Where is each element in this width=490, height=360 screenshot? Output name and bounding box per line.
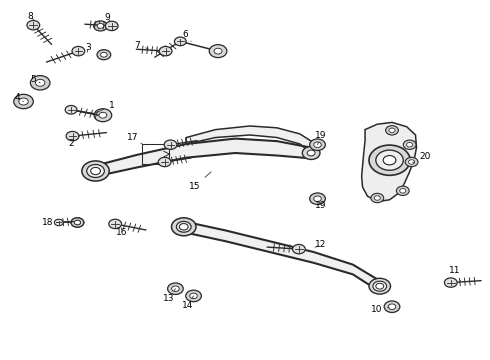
Circle shape bbox=[374, 196, 380, 200]
Text: 3: 3 bbox=[85, 43, 91, 52]
Text: 1: 1 bbox=[94, 100, 115, 114]
Circle shape bbox=[97, 23, 104, 28]
Circle shape bbox=[168, 283, 183, 294]
Polygon shape bbox=[362, 122, 416, 202]
Circle shape bbox=[66, 131, 79, 141]
Circle shape bbox=[209, 45, 227, 58]
Circle shape bbox=[307, 150, 315, 156]
Text: 2: 2 bbox=[68, 136, 79, 148]
Circle shape bbox=[14, 94, 33, 109]
Circle shape bbox=[403, 140, 416, 149]
Circle shape bbox=[310, 139, 325, 150]
Circle shape bbox=[314, 196, 321, 202]
Circle shape bbox=[35, 79, 45, 86]
Text: 17: 17 bbox=[126, 133, 143, 145]
Circle shape bbox=[386, 126, 398, 135]
Polygon shape bbox=[96, 139, 311, 176]
Circle shape bbox=[94, 109, 112, 122]
Text: 14: 14 bbox=[181, 296, 194, 310]
Text: 8: 8 bbox=[27, 12, 33, 21]
Circle shape bbox=[369, 145, 410, 175]
Circle shape bbox=[376, 150, 403, 170]
Text: 4: 4 bbox=[14, 94, 24, 102]
Circle shape bbox=[384, 301, 400, 312]
Circle shape bbox=[71, 218, 84, 227]
Text: 7: 7 bbox=[134, 40, 148, 49]
Text: 19: 19 bbox=[315, 130, 327, 145]
Circle shape bbox=[405, 157, 418, 167]
Circle shape bbox=[54, 219, 63, 226]
Polygon shape bbox=[186, 126, 311, 153]
Text: 18: 18 bbox=[42, 218, 58, 227]
Text: 15: 15 bbox=[189, 172, 211, 191]
Text: 12: 12 bbox=[315, 240, 327, 249]
Circle shape bbox=[82, 161, 109, 181]
Circle shape bbox=[373, 281, 387, 291]
Circle shape bbox=[100, 52, 107, 57]
Circle shape bbox=[105, 21, 118, 31]
Circle shape bbox=[371, 193, 384, 203]
Circle shape bbox=[71, 218, 84, 227]
Circle shape bbox=[30, 76, 50, 90]
Circle shape bbox=[65, 105, 77, 114]
Circle shape bbox=[389, 128, 395, 132]
Circle shape bbox=[179, 224, 188, 230]
Circle shape bbox=[91, 167, 100, 175]
Circle shape bbox=[109, 219, 122, 229]
Circle shape bbox=[176, 221, 191, 232]
Circle shape bbox=[74, 220, 80, 225]
Text: 19: 19 bbox=[315, 201, 327, 210]
Circle shape bbox=[97, 50, 111, 60]
Circle shape bbox=[19, 98, 28, 105]
Circle shape bbox=[164, 140, 177, 149]
Circle shape bbox=[172, 286, 179, 292]
Circle shape bbox=[444, 278, 457, 287]
Circle shape bbox=[99, 112, 107, 118]
Circle shape bbox=[94, 21, 107, 31]
Circle shape bbox=[376, 283, 384, 289]
Circle shape bbox=[27, 21, 40, 30]
Circle shape bbox=[302, 147, 320, 159]
Circle shape bbox=[400, 189, 406, 193]
Circle shape bbox=[310, 193, 325, 204]
Circle shape bbox=[388, 304, 396, 310]
Circle shape bbox=[314, 142, 321, 148]
Text: 10: 10 bbox=[370, 305, 389, 314]
Text: 16: 16 bbox=[116, 228, 127, 237]
Circle shape bbox=[396, 186, 409, 195]
Polygon shape bbox=[184, 221, 380, 292]
Text: 6: 6 bbox=[182, 30, 191, 41]
Circle shape bbox=[174, 37, 186, 46]
Circle shape bbox=[409, 160, 415, 164]
Circle shape bbox=[383, 156, 396, 165]
Text: 9: 9 bbox=[104, 13, 110, 22]
Circle shape bbox=[87, 165, 104, 177]
Circle shape bbox=[407, 143, 413, 147]
Circle shape bbox=[158, 157, 171, 167]
Circle shape bbox=[159, 46, 172, 56]
Text: 5: 5 bbox=[30, 75, 40, 84]
Circle shape bbox=[172, 218, 196, 236]
Text: 13: 13 bbox=[163, 289, 175, 302]
Text: 11: 11 bbox=[449, 266, 461, 281]
Circle shape bbox=[74, 220, 80, 225]
Circle shape bbox=[293, 244, 305, 254]
Circle shape bbox=[190, 293, 197, 299]
Circle shape bbox=[186, 290, 201, 302]
Text: 20: 20 bbox=[413, 152, 431, 163]
Circle shape bbox=[214, 48, 222, 54]
Circle shape bbox=[369, 278, 391, 294]
Circle shape bbox=[72, 46, 85, 56]
